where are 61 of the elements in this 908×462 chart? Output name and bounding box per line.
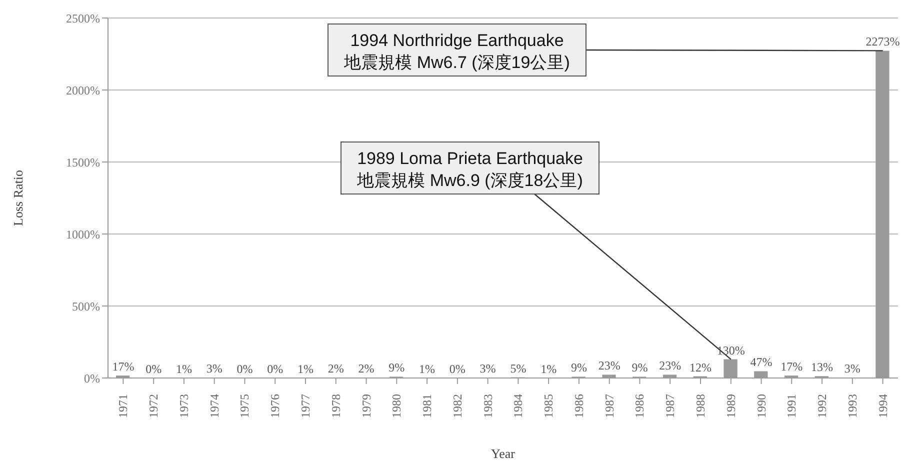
x-tick-label: 1982 [450, 394, 464, 418]
x-axis-title: Year [491, 446, 516, 461]
x-tick-label: 1984 [511, 394, 526, 418]
x-tick-label: 1991 [784, 394, 799, 418]
y-tick-label: 1000% [66, 227, 100, 242]
x-tick-label: 1972 [146, 394, 161, 418]
data-label: 0% [236, 362, 253, 376]
data-label: 9% [632, 360, 648, 375]
y-tick-label: 2000% [66, 83, 100, 98]
data-label: 3% [206, 362, 222, 376]
x-tick-label: 1990 [754, 394, 768, 418]
x-tick-label: 1992 [815, 394, 830, 418]
data-label: 1% [419, 362, 436, 376]
x-tick-label: 1993 [845, 394, 860, 418]
data-label: 47% [750, 355, 772, 370]
data-label: 3% [480, 362, 496, 376]
data-label: 17% [780, 360, 803, 374]
y-axis-title: Loss Ratio [10, 170, 26, 226]
data-label: 9% [570, 360, 587, 375]
annotation: 1989 Loma Prieta Earthquake 地震規模 Mw6.9 (深度18公里) [356, 149, 583, 190]
x-tick-label: 1987 [663, 394, 678, 418]
data-label: 23% [659, 358, 682, 373]
data-label: 1% [176, 362, 192, 376]
x-tick-label: 1987 [602, 394, 616, 418]
data-label: 13% [811, 360, 834, 374]
y-tick-label: 1500% [66, 155, 100, 170]
x-tick-label: 1975 [238, 394, 252, 418]
x-tick-label: 1994 [876, 394, 890, 418]
x-tick-label: 1988 [694, 394, 708, 418]
y-tick-label: 0% [84, 371, 100, 386]
x-tick-label: 1986 [572, 394, 586, 418]
y-tick-label: 2500% [66, 11, 100, 26]
data-label: 2% [358, 362, 374, 376]
x-tick-label: 1980 [390, 394, 404, 418]
x-tick-label: 1971 [116, 394, 130, 418]
x-tick-label: 1976 [268, 394, 282, 418]
data-label: 5% [510, 361, 526, 376]
data-label: 9% [388, 360, 405, 375]
x-tick-label: 1985 [542, 394, 556, 418]
data-label: 2273% [866, 34, 900, 49]
x-tick-label: 1989 [724, 394, 738, 418]
data-label: 17% [112, 360, 134, 374]
x-tick-label: 1983 [480, 394, 495, 418]
data-label: 0% [267, 362, 284, 376]
x-tick-label: 1986 [632, 394, 647, 418]
data-label: 3% [844, 362, 860, 376]
data-label: 1% [298, 362, 314, 376]
x-tick-label: 1981 [420, 394, 434, 418]
data-label: 0% [449, 362, 466, 376]
x-tick-label: 1974 [207, 394, 222, 418]
data-label: 12% [690, 360, 712, 374]
x-tick-label: 1973 [176, 394, 191, 418]
data-label: 1% [540, 362, 557, 376]
data-label: 2% [328, 362, 344, 376]
y-tick-label: 500% [72, 299, 100, 314]
annotation: 1994 Northridge Earthquake 地震規模 Mw6.7 (深度19公里) [343, 31, 570, 72]
data-label: 0% [146, 362, 162, 376]
x-tick-label: 1978 [328, 394, 343, 418]
x-tick-label: 1977 [298, 394, 312, 418]
data-label: 23% [598, 358, 620, 373]
x-tick-label: 1979 [359, 394, 374, 418]
